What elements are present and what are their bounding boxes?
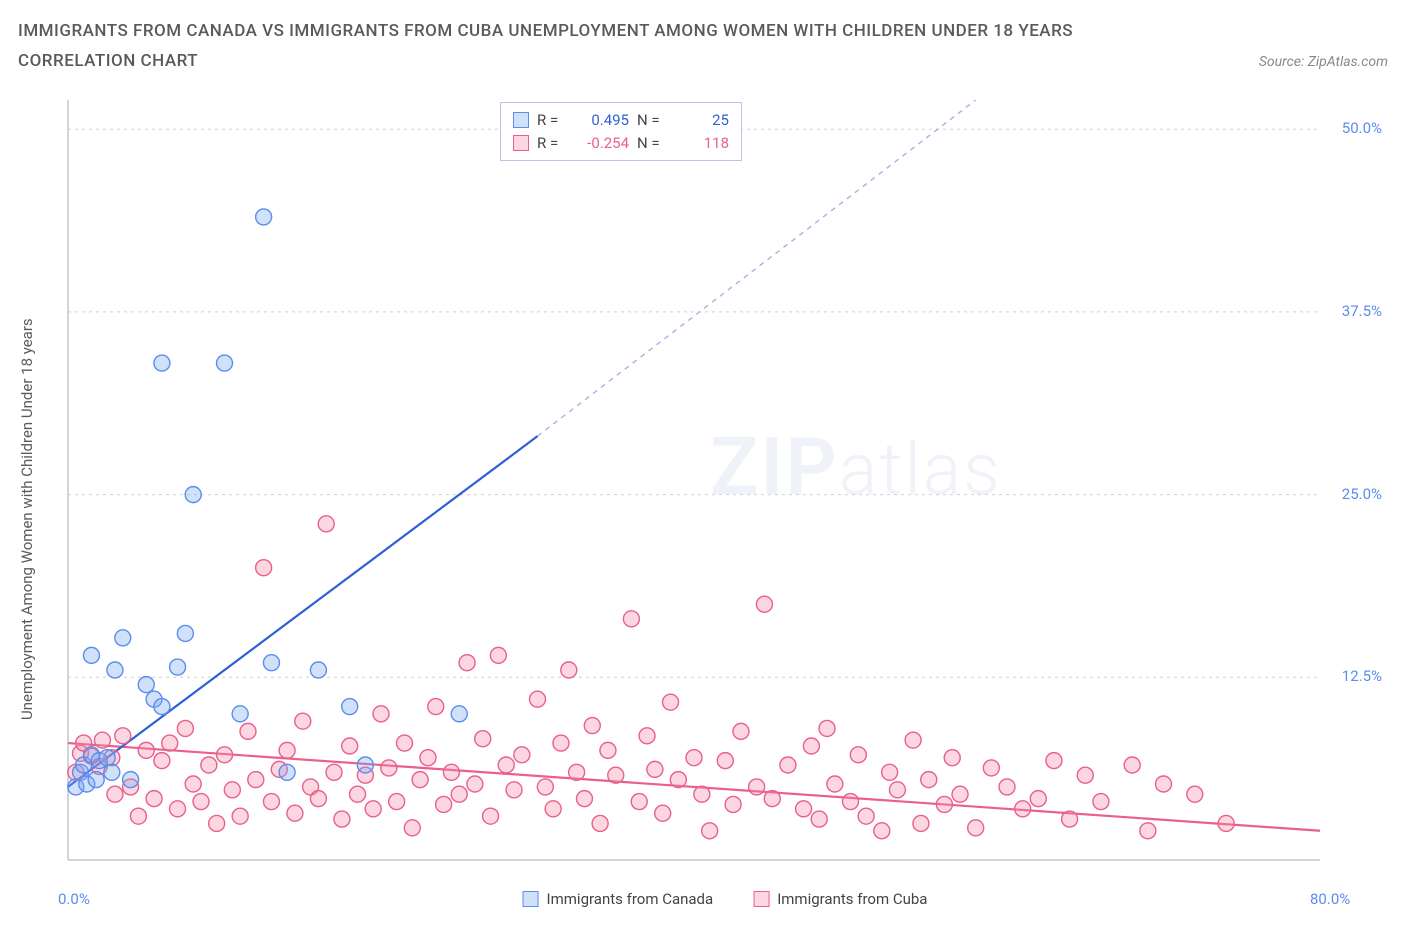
legend-label-cuba: Immigrants from Cuba xyxy=(777,890,927,908)
legend-item-cuba: Immigrants from Cuba xyxy=(753,890,927,908)
chart-subtitle: CORRELATION CHART xyxy=(18,51,198,71)
legend-swatch-cuba xyxy=(753,891,769,907)
legend-item-canada: Immigrants from Canada xyxy=(523,890,714,908)
n-label: N = xyxy=(637,132,665,155)
stats-box: R = 0.495 N = 25 R = -0.254 N = 118 xyxy=(500,102,742,161)
y-axis-label: Unemployment Among Women with Children U… xyxy=(18,318,36,720)
r-label: R = xyxy=(537,109,565,132)
x-tick-label: 80.0% xyxy=(1310,890,1350,908)
legend: Immigrants from Canada Immigrants from C… xyxy=(523,890,928,908)
header: IMMIGRANTS FROM CANADA VS IMMIGRANTS FRO… xyxy=(18,18,1388,71)
legend-swatch-canada xyxy=(523,891,539,907)
y-tick-label: 50.0% xyxy=(1342,119,1382,137)
legend-label-canada: Immigrants from Canada xyxy=(547,890,714,908)
subtitle-row: CORRELATION CHART Source: ZipAtlas.com xyxy=(18,51,1388,71)
stats-swatch-cuba xyxy=(513,135,529,151)
y-tick-label: 25.0% xyxy=(1342,485,1382,503)
x-tick-label: 0.0% xyxy=(58,890,90,908)
chart-area: ZIPatlas R = 0.495 N = 25 R = -0.254 N =… xyxy=(60,100,1390,880)
r-value-cuba: -0.254 xyxy=(573,132,629,155)
source-label: Source: ZipAtlas.com xyxy=(1259,54,1388,70)
stats-swatch-canada xyxy=(513,112,529,128)
n-value-canada: 25 xyxy=(673,109,729,132)
y-tick-label: 37.5% xyxy=(1342,302,1382,320)
stats-row-canada: R = 0.495 N = 25 xyxy=(513,109,729,132)
n-value-cuba: 118 xyxy=(673,132,729,155)
r-value-canada: 0.495 xyxy=(573,109,629,132)
scatter-plot xyxy=(60,100,1390,880)
n-label: N = xyxy=(637,109,665,132)
chart-title: IMMIGRANTS FROM CANADA VS IMMIGRANTS FRO… xyxy=(18,18,1388,45)
stats-row-cuba: R = -0.254 N = 118 xyxy=(513,132,729,155)
r-label: R = xyxy=(537,132,565,155)
y-tick-label: 12.5% xyxy=(1342,667,1382,685)
